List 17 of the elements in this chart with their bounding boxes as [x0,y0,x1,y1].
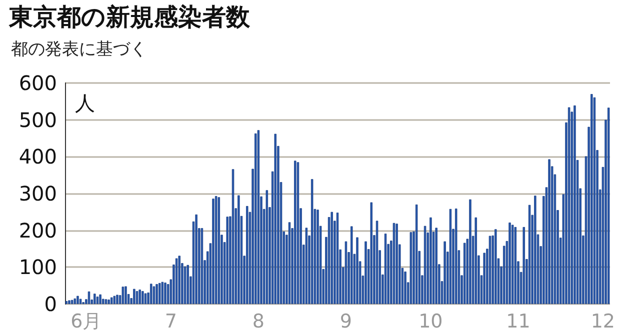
x-tick-label: 6月 [70,310,102,332]
y-axis-title: 人 [75,91,95,115]
y-tick-label: 200 [18,218,57,242]
chart-subtitle: 都の発表に基づく [11,40,147,60]
y-tick-label: 500 [18,108,57,132]
x-tick-label: 11 [506,310,530,332]
y-tick-label: 300 [18,182,57,206]
x-tick-label: 9 [340,310,352,332]
y-tick-label: 100 [18,255,57,280]
x-tick-label: 7 [164,310,177,332]
y-tick-label: 600 [18,71,57,95]
y-tick-label: 400 [18,144,57,169]
x-tick-label: 10 [418,310,443,332]
x-tick-label: 12 [590,310,616,332]
chart-title: 東京都の新規感染者数 [8,3,251,31]
x-tick-label: 8 [252,310,264,332]
y-tick-label: 0 [44,292,57,316]
